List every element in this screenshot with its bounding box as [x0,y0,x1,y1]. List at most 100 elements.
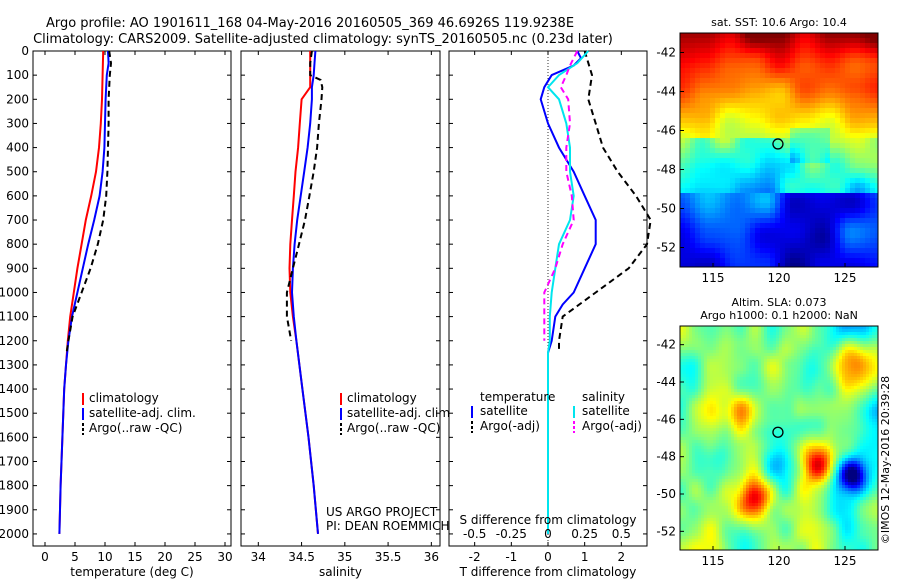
heatmap-cell [850,143,856,149]
heatmap-cell [797,407,801,411]
heatmap-cell [863,383,867,387]
heatmap-cell [794,344,798,348]
heatmap-cell [752,431,756,435]
y-tick-label: 1000 [0,285,29,299]
heatmap-cell [720,38,726,44]
heatmap-cell [704,398,708,402]
heatmap-cell [705,238,711,244]
heatmap-cell [788,347,792,351]
heatmap-cell [815,365,819,369]
heatmap-cell [719,419,723,423]
heatmap-cell [767,398,771,402]
heatmap-cell [788,389,792,393]
heatmap-cell [857,434,861,438]
heatmap-cell [810,223,816,229]
heatmap-cell [776,329,780,333]
heatmap-cell [815,368,819,372]
heatmap-cell [730,158,736,164]
heatmap-cell [725,422,729,426]
heatmap-cell [854,395,858,399]
heatmap-cell [760,58,766,64]
heatmap-cell [830,178,836,184]
heatmap-cell [740,133,746,139]
heatmap-cell [800,93,806,99]
heatmap-cell [848,443,852,447]
heatmap-cell [855,208,861,214]
heatmap-cell [743,326,747,330]
heatmap-cell [818,359,822,363]
heatmap-cell [860,389,864,393]
heatmap-cell [776,332,780,336]
heatmap-cell [734,410,738,414]
heatmap-cell [737,353,741,357]
heatmap-cell [730,113,736,119]
heatmap-cell [713,359,717,363]
heatmap-cell [770,365,774,369]
heatmap-cell [710,168,716,174]
heatmap-cell [779,449,783,453]
heatmap-cell [760,163,766,169]
heatmap-cell [785,68,791,74]
heatmap-cell [770,223,776,229]
heatmap-cell [740,68,746,74]
heatmap-cell [809,341,813,345]
heatmap-cell [725,437,729,441]
heatmap-cell [761,335,765,339]
heatmap-cell [725,173,731,179]
heatmap-cell [701,413,705,417]
heatmap-cell [860,98,866,104]
heatmap-cell [810,103,816,109]
heatmap-cell [833,440,837,444]
heatmap-cell [818,335,822,339]
heatmap-cell [855,228,861,234]
heatmap-cell [809,413,813,417]
heatmap-cell [737,362,741,366]
heatmap-cell [872,428,876,432]
heatmap-cell [860,68,866,74]
heatmap-cell [713,374,717,378]
heatmap-cell [770,73,776,79]
heatmap-cell [710,33,716,39]
heatmap-cell [773,395,777,399]
heatmap-cell [848,419,852,423]
heatmap-cell [785,452,789,456]
heatmap-cell [815,228,821,234]
heatmap-cell [860,335,864,339]
heatmap-cell [812,434,816,438]
heatmap-cell [770,228,776,234]
heatmap-cell [734,431,738,435]
heatmap-cell [788,368,792,372]
heatmap-cell [755,153,761,159]
heatmap-cell [821,359,825,363]
heatmap-cell [825,168,831,174]
heatmap-cell [797,425,801,429]
heatmap-cell [745,73,751,79]
heatmap-cell [809,386,813,390]
heatmap-cell [845,428,849,432]
heatmap-cell [710,332,714,336]
heatmap-cell [704,329,708,333]
heatmap-cell [872,395,876,399]
heatmap-cell [840,178,846,184]
heatmap-cell [788,407,792,411]
heatmap-cell [845,338,849,342]
heatmap-cell [692,371,696,375]
heatmap-cell [865,253,871,259]
heatmap-cell [750,178,756,184]
heatmap-cell [839,380,843,384]
heatmap-cell [770,198,776,204]
heatmap-cell [851,326,855,330]
side-label: ©IMOS 12-May-2016 20:39:28 [879,376,892,544]
heatmap-cell [698,434,702,438]
heatmap-cell [851,398,855,402]
heatmap-cell [830,198,836,204]
heatmap-cell [722,326,726,330]
heatmap-cell [701,374,705,378]
x-tick-label: 20 [157,550,172,564]
heatmap-cell [725,38,731,44]
heatmap-cell [835,53,841,59]
heatmap-cell [785,173,791,179]
heatmap-cell [824,434,828,438]
heatmap-cell [728,386,732,390]
heatmap-cell [780,248,786,254]
